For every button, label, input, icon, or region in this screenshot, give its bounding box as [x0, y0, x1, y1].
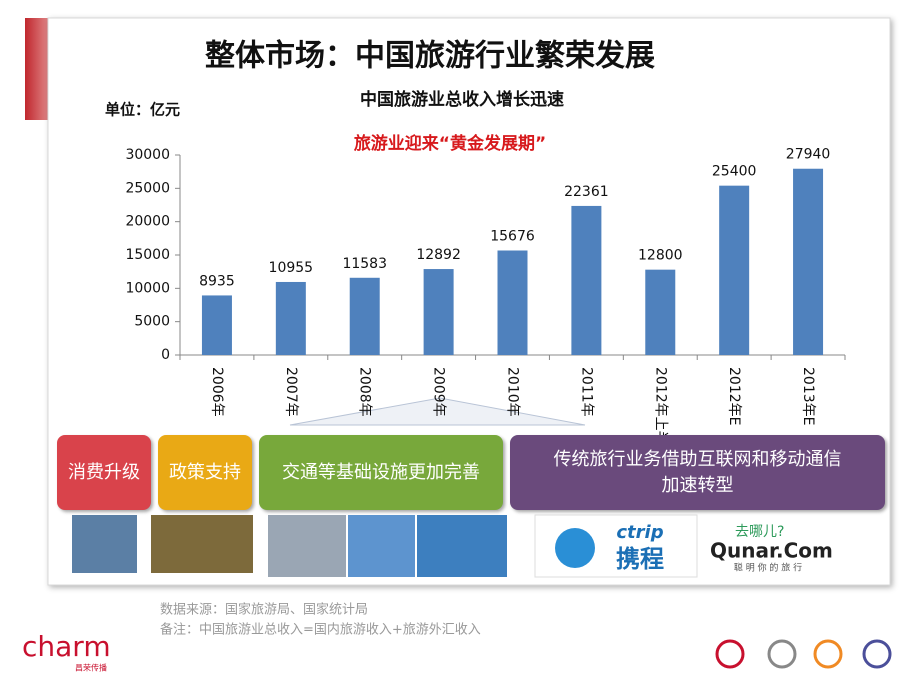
- note: 备注：中国旅游业总收入=国内旅游收入+旅游外汇收入: [160, 622, 481, 638]
- bar: [719, 185, 750, 355]
- brand-cn: 昌荣传播: [75, 663, 107, 673]
- value-label: 11583: [342, 256, 387, 272]
- brand: charm: [22, 630, 111, 663]
- value-label: 22361: [564, 184, 609, 200]
- slide-title: 整体市场：中国旅游行业繁荣发展: [205, 39, 655, 74]
- y-tick-label: 20000: [125, 214, 170, 230]
- chart-title: 中国旅游业总收入增长迅速: [360, 89, 564, 110]
- plot: 0 5000 10000 15000 20000 25000 30000 8935 2006年 1…: [125, 147, 846, 459]
- driver-box: 政策支持: [158, 435, 252, 510]
- bar: [349, 277, 380, 355]
- logo-icon: [862, 639, 892, 669]
- value-label: 10955: [269, 260, 314, 276]
- x-tick-label: 2012年E: [726, 367, 742, 425]
- ctrip-text: ctrip: [616, 522, 663, 543]
- value-label: 25400: [712, 164, 757, 180]
- photo-cards: [72, 515, 137, 573]
- value-label: 8935: [199, 273, 235, 289]
- x-tick-label: 2011年: [578, 367, 594, 417]
- bar: [275, 281, 306, 355]
- qunar-slogan: 聪 明 你 的 旅 行: [734, 562, 802, 574]
- y-tick-label: 15000: [125, 247, 170, 263]
- photo-plane: [348, 515, 415, 577]
- photo-meeting: [151, 515, 253, 573]
- y-tick-label: 10000: [125, 280, 170, 296]
- chart-subtitle: 旅游业迎来“黄金发展期”: [354, 133, 546, 154]
- driver-box: 传统旅行业务借助互联网和移动通信加速转型: [510, 435, 885, 510]
- y-tick-label: 25000: [125, 180, 170, 196]
- value-label: 15676: [490, 228, 535, 244]
- x-tick-label: 2008年: [357, 367, 373, 417]
- y-tick-label: 5000: [134, 314, 170, 330]
- decor-triangle: [289, 397, 586, 426]
- driver-box: 交通等基础设施更加完善: [259, 435, 503, 510]
- bar: [497, 250, 528, 355]
- qunar-text: Qunar.Com: [710, 539, 833, 563]
- value-label: 12892: [416, 247, 461, 263]
- bar: [571, 205, 602, 355]
- unit-label: 单位：亿元: [105, 101, 180, 119]
- bar: [645, 269, 676, 355]
- photo-train: [268, 515, 346, 577]
- logo-icon: [813, 639, 843, 669]
- source: 数据来源：国家旅游局、国家统计局: [160, 602, 368, 618]
- driver-box: 消费升级: [57, 435, 151, 510]
- value-label: 27940: [786, 147, 831, 163]
- bar: [793, 168, 824, 355]
- logo-icon: [715, 639, 745, 669]
- value-label: 12800: [638, 248, 683, 264]
- x-tick-label: 2007年: [283, 367, 299, 417]
- qunar-cn: 去哪儿?: [735, 524, 784, 540]
- x-tick-label: 2010年: [505, 367, 521, 417]
- bar: [423, 269, 454, 355]
- x-tick-label: 2006年: [209, 367, 225, 417]
- photo-ship: [417, 515, 507, 577]
- bar: [201, 295, 232, 355]
- ctrip-icon: [555, 528, 595, 568]
- x-tick-label: 2013年E: [800, 367, 816, 425]
- y-tick-label: 0: [161, 347, 170, 363]
- ctrip-cn: 携程: [616, 545, 664, 573]
- y-tick-label: 30000: [125, 147, 170, 163]
- x-tick-label: 2009年: [431, 367, 447, 417]
- logo-icon: [767, 639, 797, 669]
